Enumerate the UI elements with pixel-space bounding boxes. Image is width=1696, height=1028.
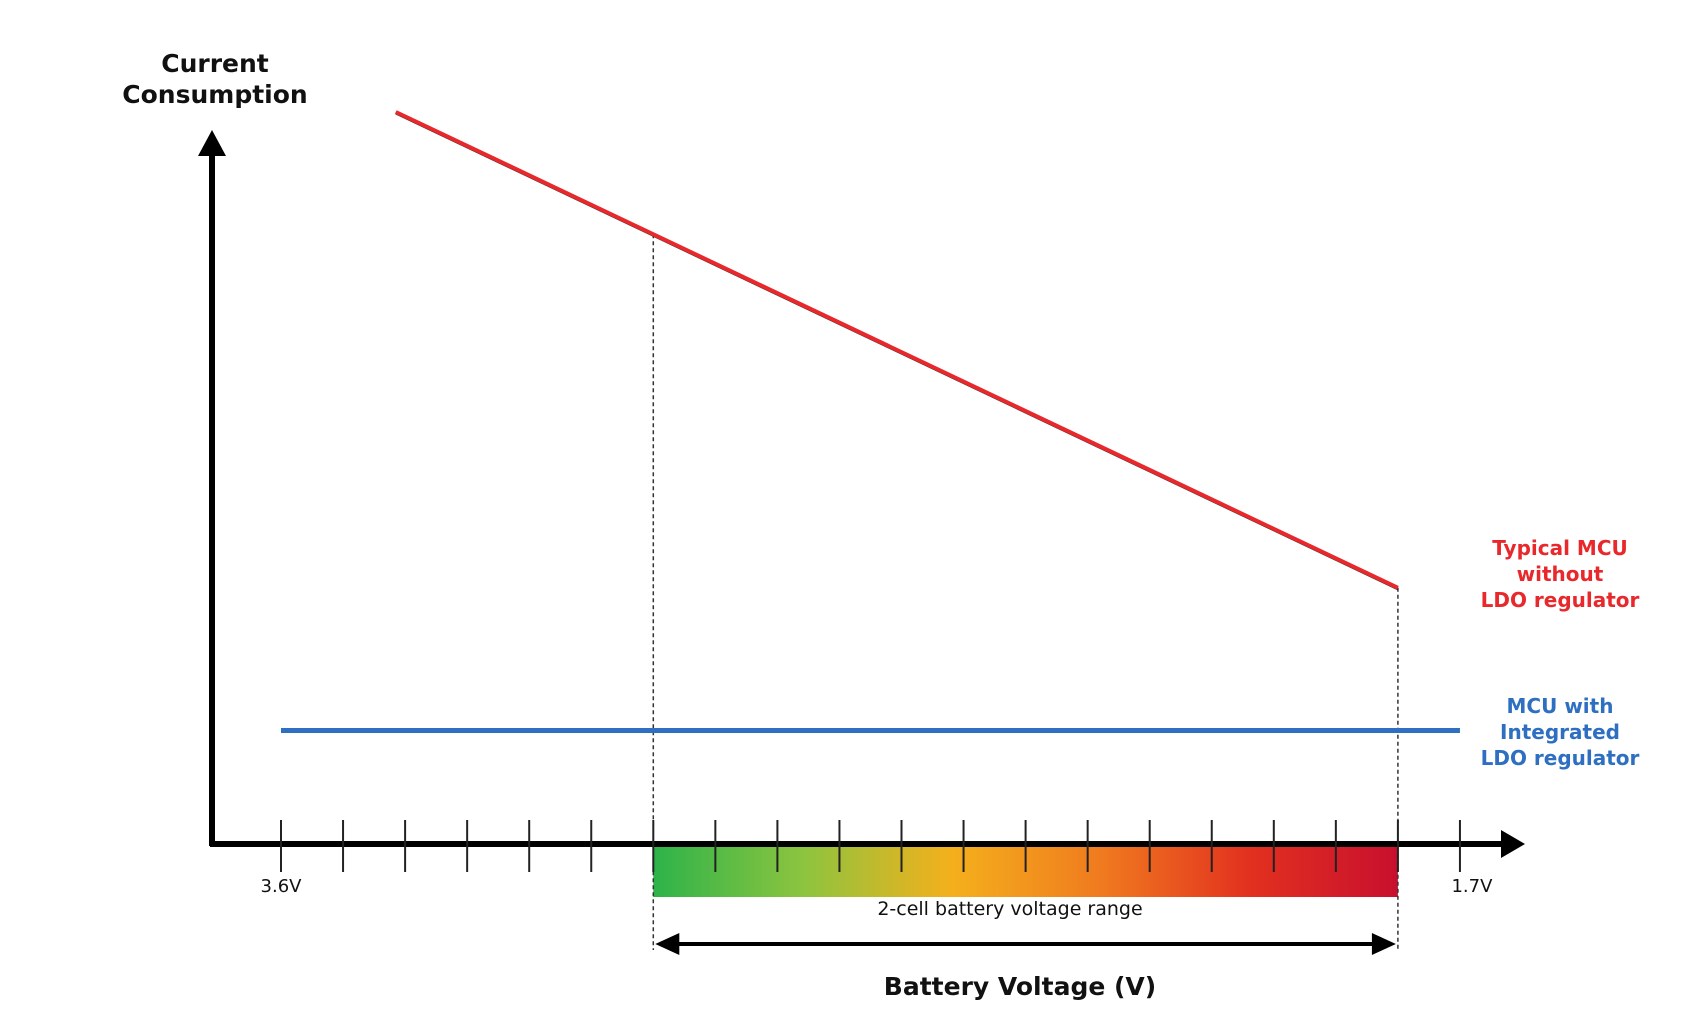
y-axis-label-line: Current [161, 49, 269, 78]
range-arrowhead-left [655, 933, 680, 955]
series-label-ldo-mcu: MCU with Integrated LDO regulator [1440, 693, 1680, 771]
tick-layer [280, 820, 1461, 872]
series-label-typical-mcu: Typical MCU without LDO regulator [1440, 535, 1680, 613]
series-label-line: LDO regulator [1480, 588, 1640, 612]
range-annotation-label: 2-cell battery voltage range [877, 898, 1143, 920]
series-label-line: without [1516, 562, 1604, 586]
series-layer [281, 110, 1460, 734]
series-label-line: MCU with [1506, 694, 1614, 718]
y-axis-arrowhead [198, 130, 226, 156]
series-label-line: LDO regulator [1480, 746, 1640, 770]
y-axis-label: Current Consumption [100, 48, 330, 110]
range-arrowhead-right [1371, 933, 1396, 955]
x-axis-arrowhead [1501, 830, 1525, 858]
series-label-line: Integrated [1500, 720, 1620, 744]
x-tick-label-3.6v: 3.6V [260, 876, 302, 897]
range-arrow-layer [655, 933, 1396, 955]
x-tick-label-1.7v: 1.7V [1451, 876, 1493, 897]
x-axis-label: Battery Voltage (V) [883, 972, 1157, 1001]
axes-layer [198, 130, 1525, 858]
series-line-typical-mcu [394, 110, 1399, 590]
series-label-line: Typical MCU [1492, 536, 1628, 560]
y-axis-label-line: Consumption [122, 80, 308, 109]
